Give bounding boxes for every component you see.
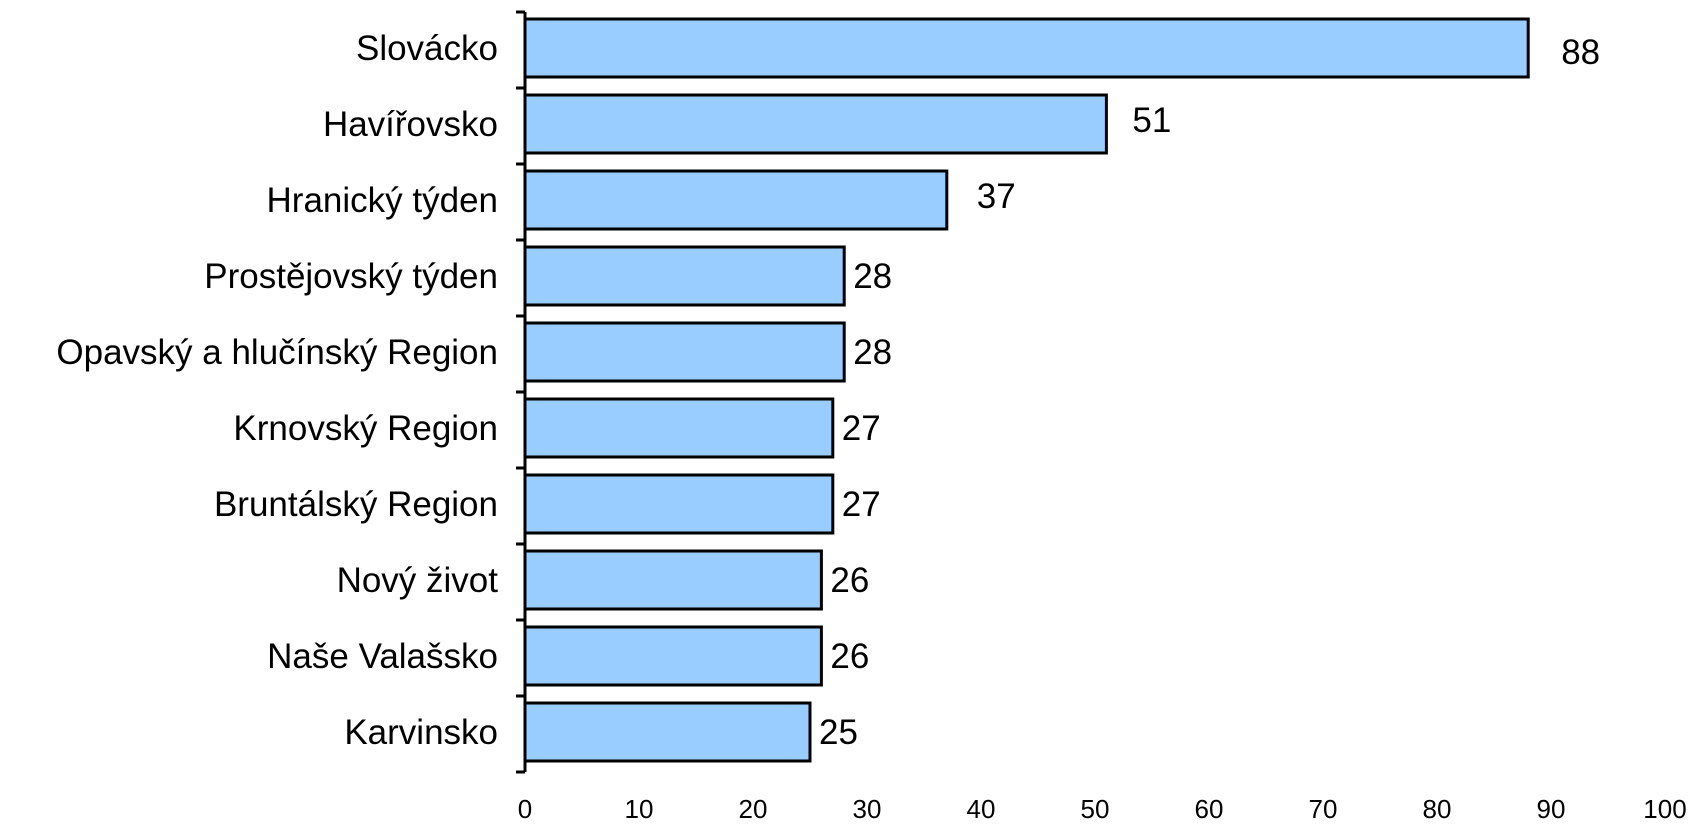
x-tick-label: 20 <box>739 794 768 824</box>
y-axis <box>516 10 527 774</box>
x-tick-label: 0 <box>518 794 532 824</box>
value-label: 28 <box>853 257 892 296</box>
value-label: 88 <box>1561 33 1600 72</box>
category-label: Hranický týden <box>267 181 498 220</box>
x-tick-label: 70 <box>1309 794 1338 824</box>
x-tick-label: 80 <box>1423 794 1452 824</box>
x-tick-label: 40 <box>967 794 996 824</box>
x-tick-label: 10 <box>625 794 654 824</box>
bar <box>523 93 1108 155</box>
bar <box>523 17 1530 79</box>
x-tick-label: 60 <box>1195 794 1224 824</box>
x-tick-label: 30 <box>853 794 882 824</box>
category-label: Nový život <box>337 561 499 600</box>
x-tick-label: 50 <box>1081 794 1110 824</box>
category-label: Opavský a hlučínský Region <box>56 333 498 372</box>
category-label: Karvinsko <box>344 713 498 752</box>
bar <box>523 473 835 535</box>
bar <box>523 169 949 231</box>
bar <box>523 321 846 383</box>
bar-group <box>523 17 1530 763</box>
value-label: 26 <box>830 561 869 600</box>
value-label: 26 <box>830 637 869 676</box>
x-tick-label-group: 0 10 20 30 40 50 60 70 80 90 100 <box>518 794 1687 824</box>
bar <box>523 397 835 459</box>
category-label: Prostějovský týden <box>204 257 498 296</box>
bar <box>523 549 823 611</box>
category-label: Bruntálský Region <box>214 485 498 524</box>
category-label-group: Slovácko Havířovsko Hranický týden Prostějo… <box>56 29 498 752</box>
value-label-group: 88 51 37 28 28 27 27 26 26 25 <box>819 33 1600 752</box>
value-label: 51 <box>1132 101 1171 140</box>
bar <box>523 625 823 687</box>
x-tick-label: 100 <box>1643 794 1686 824</box>
category-label: Havířovsko <box>323 105 498 144</box>
category-label: Naše Valašsko <box>267 637 498 676</box>
category-label: Slovácko <box>356 29 498 68</box>
value-label: 37 <box>977 177 1016 216</box>
value-label: 25 <box>819 713 858 752</box>
bar <box>523 701 812 763</box>
category-label: Krnovský Region <box>233 409 498 448</box>
value-label: 27 <box>842 485 881 524</box>
value-label: 28 <box>853 333 892 372</box>
value-label: 27 <box>842 409 881 448</box>
x-tick-label: 90 <box>1537 794 1566 824</box>
bar <box>523 245 846 307</box>
